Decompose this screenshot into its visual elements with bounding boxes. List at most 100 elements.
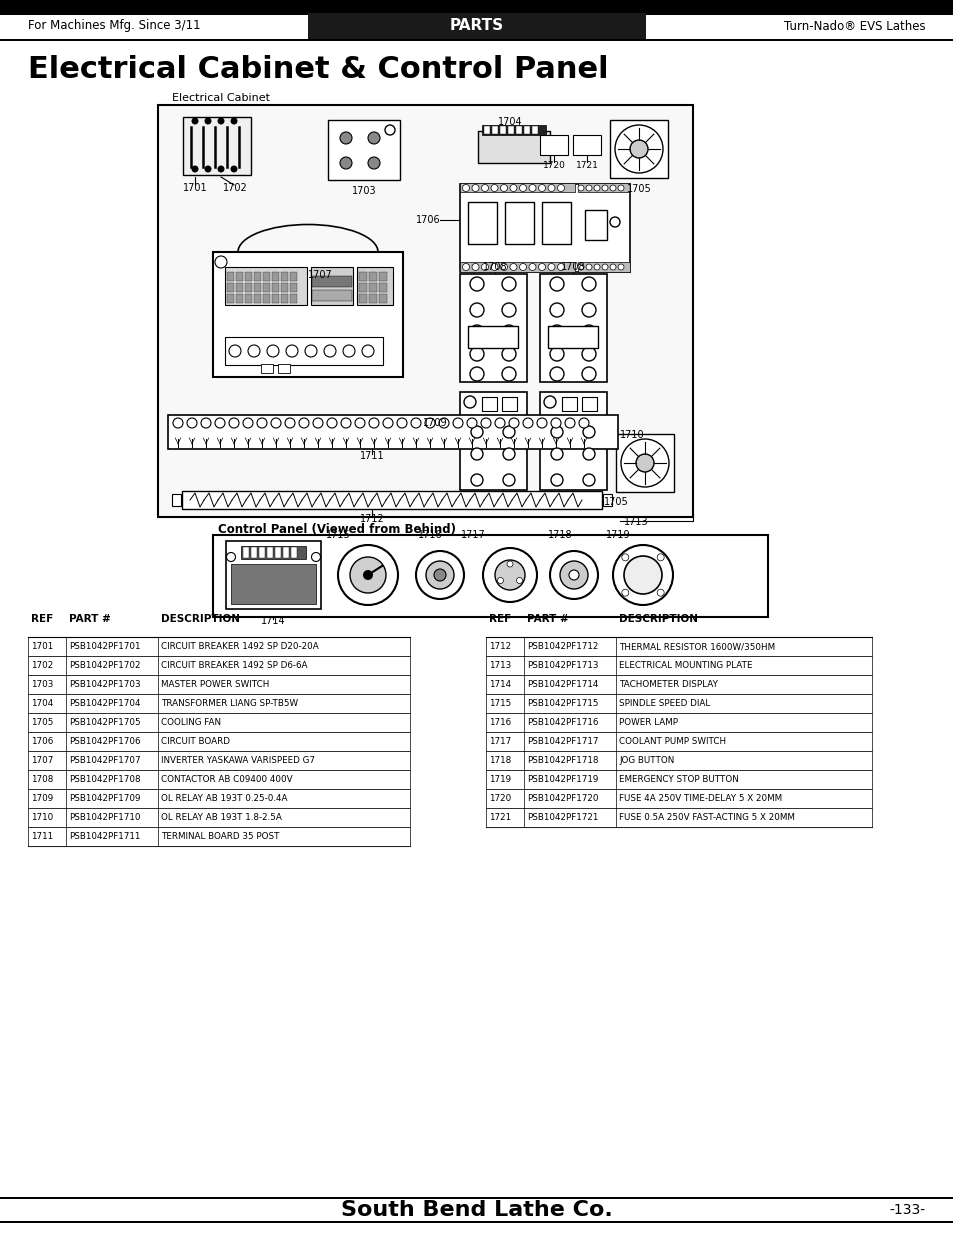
Circle shape	[491, 263, 497, 270]
Text: 1705: 1705	[30, 718, 53, 727]
Text: COOLING FAN: COOLING FAN	[161, 718, 221, 727]
Circle shape	[204, 117, 212, 125]
Bar	[516, 126, 521, 135]
Text: 1709: 1709	[423, 417, 448, 429]
Bar	[281, 272, 288, 282]
Text: CIRCUIT BREAKER 1492 SP D20-20A: CIRCUIT BREAKER 1492 SP D20-20A	[161, 642, 318, 651]
Bar	[28, 789, 410, 808]
Text: 1708: 1708	[30, 776, 53, 784]
Circle shape	[495, 417, 504, 429]
Bar	[504, 203, 534, 245]
Text: OL RELAY AB 193T 1.8-2.5A: OL RELAY AB 193T 1.8-2.5A	[161, 813, 281, 823]
Bar	[0, 0, 953, 15]
Bar	[258, 547, 265, 558]
Bar	[477, 131, 550, 163]
Circle shape	[285, 417, 294, 429]
Bar	[213, 252, 402, 377]
Circle shape	[298, 417, 309, 429]
Circle shape	[516, 578, 522, 583]
Text: PSB1042PF1714: PSB1042PF1714	[526, 680, 598, 689]
Circle shape	[537, 184, 545, 191]
Bar	[235, 272, 243, 282]
Bar	[485, 808, 871, 827]
Bar	[213, 535, 767, 618]
Bar	[561, 396, 577, 411]
Text: POWER LAMP: POWER LAMP	[618, 718, 678, 727]
Circle shape	[581, 347, 596, 361]
Bar	[281, 294, 288, 303]
Text: 1708: 1708	[560, 262, 585, 272]
Text: 1720: 1720	[489, 794, 511, 803]
Text: 1718: 1718	[547, 530, 572, 540]
Circle shape	[550, 325, 563, 338]
Bar	[290, 283, 296, 291]
Bar	[235, 294, 243, 303]
Circle shape	[271, 417, 281, 429]
Text: PSB1042PF1702: PSB1042PF1702	[69, 661, 140, 671]
Text: 1721: 1721	[489, 813, 511, 823]
Circle shape	[501, 303, 516, 317]
Text: 1719: 1719	[605, 530, 630, 540]
Circle shape	[324, 345, 335, 357]
Circle shape	[519, 263, 526, 270]
Circle shape	[470, 325, 483, 338]
Text: PSB1042PF1713: PSB1042PF1713	[526, 661, 598, 671]
Text: 1710: 1710	[619, 430, 644, 440]
Bar	[539, 274, 606, 382]
Circle shape	[472, 184, 478, 191]
Circle shape	[613, 545, 672, 605]
Text: CIRCUIT BREAKER 1492 SP D6-6A: CIRCUIT BREAKER 1492 SP D6-6A	[161, 661, 307, 671]
Bar	[369, 272, 376, 282]
Text: PSB1042PF1716: PSB1042PF1716	[526, 718, 598, 727]
Bar	[168, 415, 618, 450]
Bar	[225, 267, 307, 305]
Text: 1717: 1717	[489, 737, 511, 746]
Bar	[459, 184, 629, 272]
Circle shape	[217, 165, 224, 173]
Text: SPINDLE SPEED DIAL: SPINDLE SPEED DIAL	[618, 699, 709, 708]
Circle shape	[426, 561, 454, 589]
Text: PSB1042PF1703: PSB1042PF1703	[69, 680, 140, 689]
Circle shape	[256, 417, 267, 429]
Bar	[481, 125, 545, 135]
Bar	[263, 272, 270, 282]
Text: 1707: 1707	[308, 270, 333, 280]
Circle shape	[192, 165, 198, 173]
Circle shape	[226, 552, 235, 562]
Circle shape	[172, 417, 183, 429]
Circle shape	[550, 347, 563, 361]
Bar	[267, 547, 273, 558]
Bar	[231, 564, 315, 604]
Circle shape	[482, 548, 537, 601]
Circle shape	[621, 589, 628, 597]
Bar	[272, 283, 278, 291]
Circle shape	[424, 417, 435, 429]
Text: 1704: 1704	[30, 699, 53, 708]
Text: 1707: 1707	[30, 756, 53, 764]
Bar	[485, 713, 871, 732]
Bar	[311, 267, 353, 305]
Circle shape	[491, 184, 497, 191]
Text: FUSE 0.5A 250V FAST-ACTING 5 X 20MM: FUSE 0.5A 250V FAST-ACTING 5 X 20MM	[618, 813, 794, 823]
Text: PSB1042PF1709: PSB1042PF1709	[69, 794, 140, 803]
Circle shape	[248, 345, 260, 357]
Text: PSB1042PF1706: PSB1042PF1706	[69, 737, 140, 746]
Circle shape	[582, 426, 595, 438]
Text: CONTACTOR AB C09400 400V: CONTACTOR AB C09400 400V	[161, 776, 293, 784]
Circle shape	[229, 345, 241, 357]
Text: CIRCUIT BOARD: CIRCUIT BOARD	[161, 737, 230, 746]
Text: Electrical Cabinet & Control Panel: Electrical Cabinet & Control Panel	[28, 56, 608, 84]
Bar	[539, 391, 606, 490]
Circle shape	[618, 185, 623, 191]
Text: TACHOMETER DISPLAY: TACHOMETER DISPLAY	[618, 680, 718, 689]
Circle shape	[537, 417, 546, 429]
Circle shape	[497, 578, 503, 583]
Circle shape	[472, 263, 478, 270]
Bar	[263, 283, 270, 291]
Bar	[578, 262, 629, 272]
Circle shape	[416, 551, 463, 599]
Circle shape	[636, 454, 654, 472]
Circle shape	[340, 417, 351, 429]
Circle shape	[313, 417, 323, 429]
Circle shape	[502, 448, 515, 459]
